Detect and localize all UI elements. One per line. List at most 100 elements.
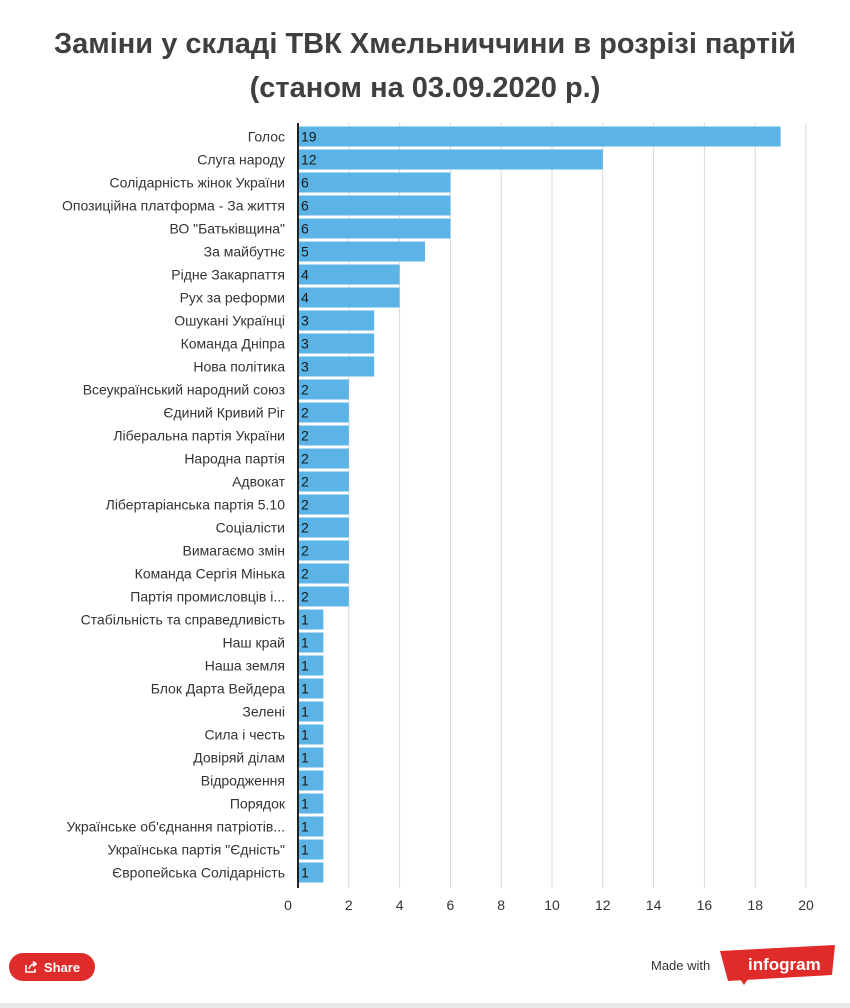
x-tick-label: 12 bbox=[595, 897, 611, 913]
data-label: 3 bbox=[301, 359, 309, 375]
bar bbox=[298, 172, 451, 193]
bar bbox=[298, 494, 349, 515]
x-tick-label: 6 bbox=[447, 897, 455, 913]
category-label: Єдиний Кривий Ріг bbox=[163, 405, 285, 421]
category-label: Всеукраїнський народний союз bbox=[83, 382, 285, 398]
bar bbox=[298, 425, 349, 446]
category-label: Лібертаріанська партія 5.10 bbox=[106, 497, 286, 513]
data-label: 1 bbox=[301, 865, 309, 881]
data-label: 1 bbox=[301, 704, 309, 720]
data-label: 6 bbox=[301, 198, 309, 214]
data-label: 2 bbox=[301, 428, 309, 444]
data-label: 6 bbox=[301, 175, 309, 191]
category-label: Команда Дніпра bbox=[181, 336, 286, 352]
bar bbox=[298, 678, 324, 699]
data-label: 1 bbox=[301, 750, 309, 766]
category-label: Опозиційна платформа - За життя bbox=[62, 198, 285, 214]
category-label: Наша земля bbox=[205, 658, 285, 674]
data-label: 1 bbox=[301, 681, 309, 697]
share-label: Share bbox=[43, 959, 81, 975]
bar bbox=[298, 356, 375, 377]
bar bbox=[298, 839, 324, 860]
bar bbox=[298, 747, 324, 768]
category-label: Рух за реформи bbox=[180, 290, 285, 306]
chart-title: Заміни у складі ТВК Хмельниччини в розрі… bbox=[0, 22, 850, 110]
bar bbox=[298, 793, 324, 814]
data-label: 5 bbox=[301, 244, 309, 260]
bar bbox=[298, 563, 349, 584]
bar bbox=[298, 586, 349, 607]
category-label: Відродження bbox=[201, 773, 285, 789]
data-label: 4 bbox=[301, 290, 309, 306]
data-label: 12 bbox=[301, 152, 317, 168]
data-label: 2 bbox=[301, 520, 309, 536]
made-with-text: Made with bbox=[651, 958, 711, 973]
category-label: Рідне Закарпаття bbox=[171, 267, 285, 283]
data-label: 1 bbox=[301, 842, 309, 858]
x-tick-label: 18 bbox=[747, 897, 763, 913]
data-label: 1 bbox=[301, 773, 309, 789]
data-label: 1 bbox=[301, 727, 309, 743]
chart-title-line-1: Заміни у складі ТВК Хмельниччини в розрі… bbox=[53, 28, 796, 60]
category-label: Партія промисловців і... bbox=[130, 589, 285, 605]
infogram-logo[interactable] bbox=[720, 945, 835, 985]
category-label: Сила і честь bbox=[204, 727, 285, 743]
data-label: 2 bbox=[301, 405, 309, 421]
bar bbox=[298, 126, 781, 147]
category-label: Порядок bbox=[230, 796, 286, 812]
category-label: Команда Сергія Мінька bbox=[135, 566, 286, 582]
category-label: Адвокат bbox=[232, 474, 285, 490]
data-label: 2 bbox=[301, 543, 309, 559]
category-label: Вимагаємо змін bbox=[183, 543, 285, 559]
data-label: 2 bbox=[301, 566, 309, 582]
category-label: Ліберальна партія України bbox=[113, 428, 285, 444]
category-label: Ошукані Українці bbox=[174, 313, 285, 329]
footer-divider bbox=[0, 1003, 850, 1008]
category-label: Соціалісти bbox=[216, 520, 285, 536]
category-label: Українська партія "Єдність" bbox=[107, 842, 285, 858]
data-label: 4 bbox=[301, 267, 309, 283]
data-label: 1 bbox=[301, 796, 309, 812]
category-label: Наш край bbox=[222, 635, 285, 651]
bar bbox=[298, 333, 375, 354]
x-tick-label: 20 bbox=[798, 897, 814, 913]
bar bbox=[298, 471, 349, 492]
bar bbox=[298, 379, 349, 400]
bar bbox=[298, 402, 349, 423]
data-label: 2 bbox=[301, 451, 309, 467]
bar bbox=[298, 264, 400, 285]
x-tick-label: 14 bbox=[646, 897, 662, 913]
data-label: 1 bbox=[301, 635, 309, 651]
bar bbox=[298, 241, 425, 262]
share-icon bbox=[25, 960, 38, 973]
category-label: Зелені bbox=[242, 704, 285, 720]
bar bbox=[298, 149, 603, 170]
category-label: Українське об'єднання патріотів... bbox=[66, 819, 285, 835]
bar bbox=[298, 218, 451, 239]
x-tick-label: 8 bbox=[497, 897, 505, 913]
data-label: 2 bbox=[301, 497, 309, 513]
x-tick-label: 10 bbox=[544, 897, 560, 913]
bar bbox=[298, 632, 324, 653]
data-label: 2 bbox=[301, 589, 309, 605]
category-label: ВО "Батьківщина" bbox=[170, 221, 286, 237]
category-label: Нова політика bbox=[193, 359, 285, 375]
data-label: 1 bbox=[301, 658, 309, 674]
category-label: Стабільність та справедливість bbox=[81, 612, 285, 628]
data-label: 3 bbox=[301, 313, 309, 329]
bar bbox=[298, 287, 400, 308]
share-button[interactable]: Share bbox=[9, 953, 95, 981]
bar bbox=[298, 862, 324, 883]
data-label: 1 bbox=[301, 819, 309, 835]
category-label: За майбутнє bbox=[204, 244, 285, 260]
bar bbox=[298, 310, 375, 331]
data-label: 6 bbox=[301, 221, 309, 237]
category-label: Блок Дарта Вейдера bbox=[151, 681, 286, 697]
bar bbox=[298, 517, 349, 538]
x-tick-label: 4 bbox=[396, 897, 404, 913]
x-tick-label: 0 bbox=[284, 897, 292, 913]
category-label: Голос bbox=[248, 129, 285, 145]
bar bbox=[298, 540, 349, 561]
data-label: 2 bbox=[301, 474, 309, 490]
bar bbox=[298, 609, 324, 630]
